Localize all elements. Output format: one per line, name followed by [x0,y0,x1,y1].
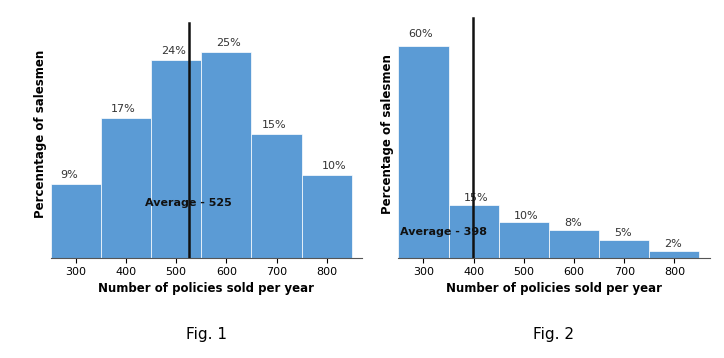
Text: Average - 525: Average - 525 [146,198,232,208]
Bar [499,222,549,258]
X-axis label: Number of policies sold per year: Number of policies sold per year [446,282,662,295]
Text: 15%: 15% [261,120,286,130]
Text: 17%: 17% [111,104,135,114]
X-axis label: Number of policies sold per year: Number of policies sold per year [98,282,314,295]
Bar [449,205,499,258]
Text: 2%: 2% [665,239,682,249]
Text: 9%: 9% [61,170,78,179]
Text: 15%: 15% [463,193,488,203]
Text: 10%: 10% [514,211,539,221]
Bar [251,134,302,258]
Text: 25%: 25% [216,38,241,48]
Text: 5%: 5% [614,228,632,238]
Y-axis label: Percentage of salesmen: Percentage of salesmen [382,54,395,214]
Bar [201,52,251,258]
Bar [549,229,599,258]
Text: Average - 398: Average - 398 [400,227,487,237]
Bar [101,118,151,258]
Text: 24%: 24% [161,46,186,56]
Text: 8%: 8% [564,218,582,228]
Text: Fig. 1: Fig. 1 [186,327,227,342]
Bar [51,184,101,258]
Text: 10%: 10% [321,161,346,171]
Bar [151,60,201,258]
Text: 60%: 60% [408,29,433,39]
Bar [302,175,352,258]
Text: Fig. 2: Fig. 2 [534,327,574,342]
Y-axis label: Percenntage of salesmen: Percenntage of salesmen [33,50,46,218]
Bar [649,251,699,258]
Bar [398,46,449,258]
Bar [599,240,649,258]
